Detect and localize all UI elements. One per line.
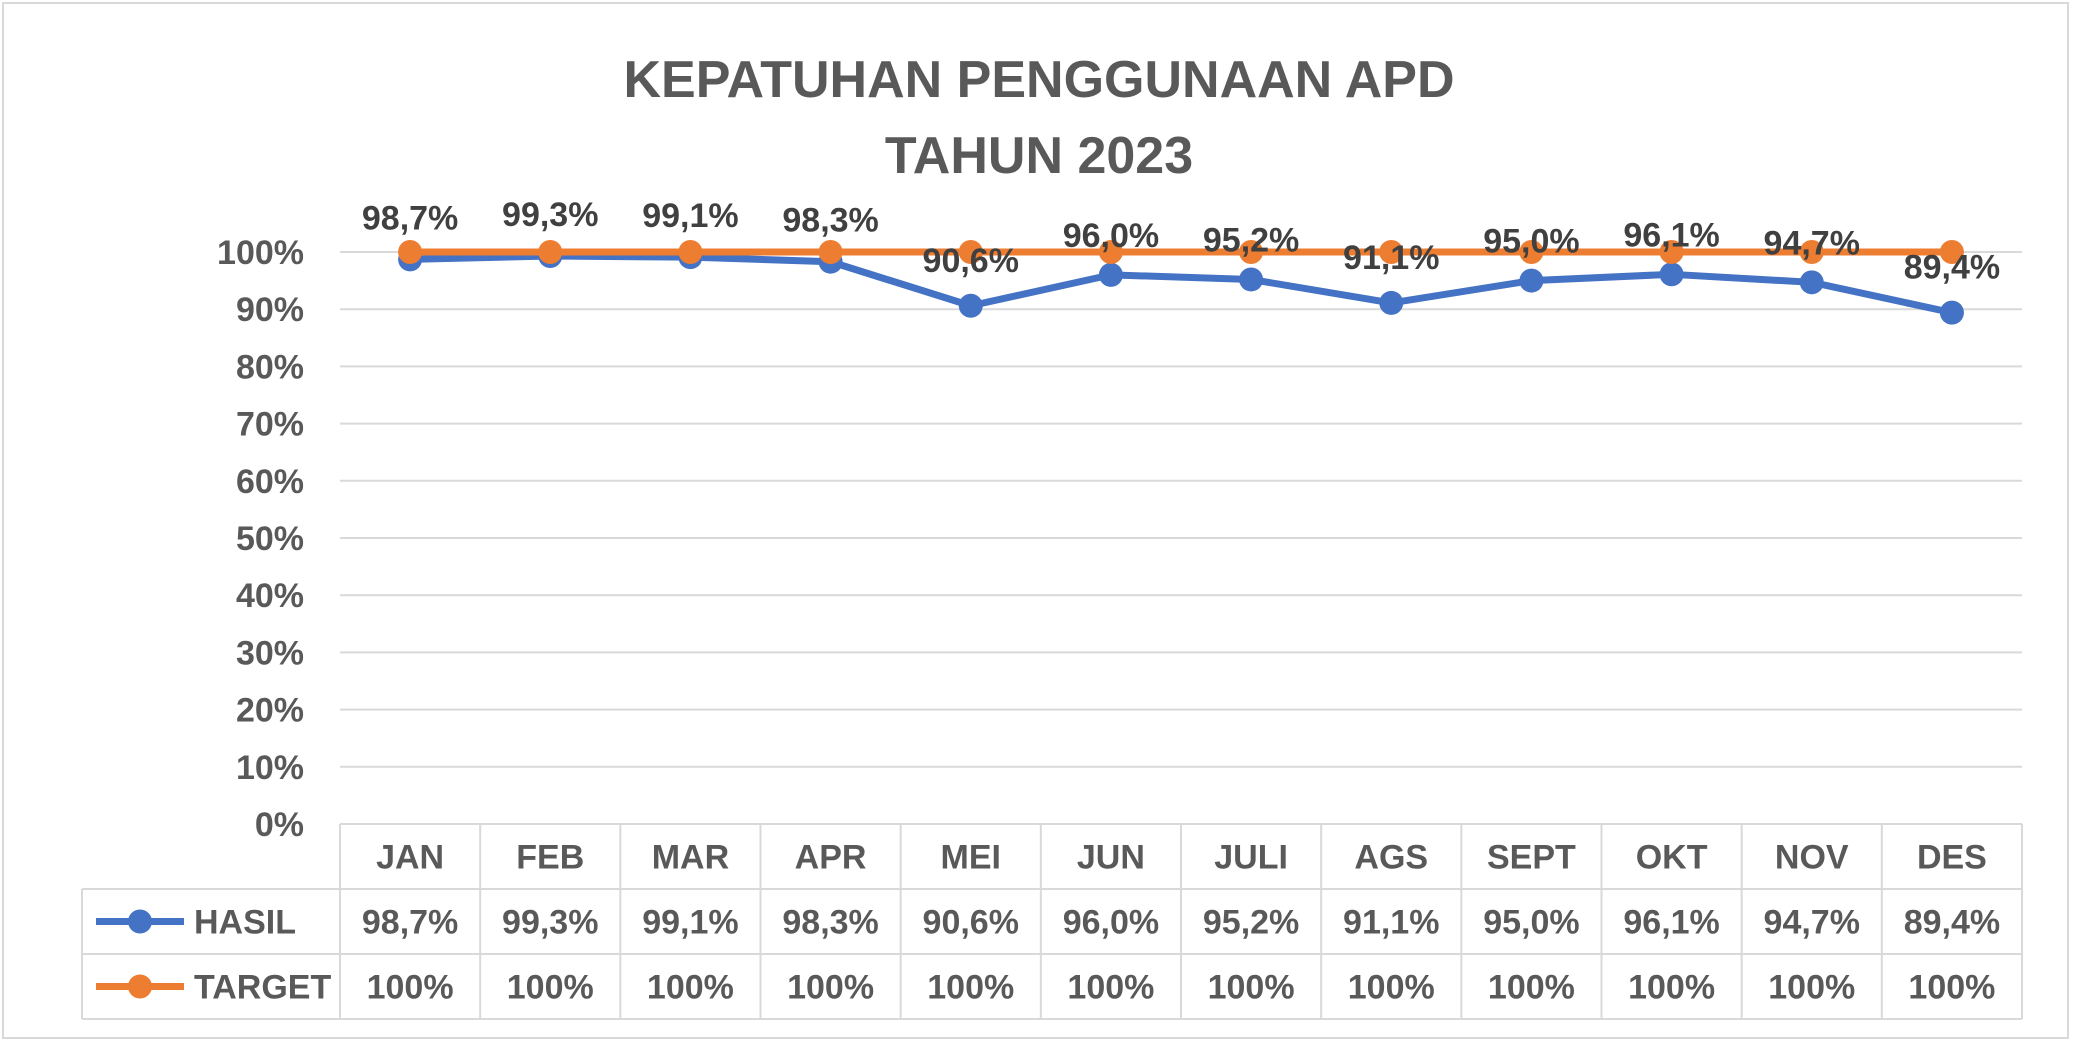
data-label-hasil: 91,1% <box>1343 239 1439 277</box>
table-cell: 99,1% <box>642 904 738 942</box>
table-cell: 100% <box>1628 969 1715 1007</box>
x-tick-label: JUN <box>1077 839 1145 877</box>
chart-title: KEPATUHAN PENGGUNAAN APD TAHUN 2023 <box>623 51 1454 185</box>
point-hasil <box>1799 270 1824 295</box>
point-target <box>1239 240 1264 264</box>
point-target <box>1799 240 1824 264</box>
data-label-hasil: 95,2% <box>1203 221 1299 259</box>
table-cell: 100% <box>647 969 734 1007</box>
legend-label-target: TARGET <box>194 969 331 1007</box>
point-target <box>538 240 563 264</box>
series-line-hasil <box>409 252 1953 317</box>
y-tick-label: 70% <box>236 406 304 444</box>
point-target <box>818 240 843 264</box>
table-cell: 94,7% <box>1764 904 1860 942</box>
point-hasil <box>1379 290 1404 315</box>
table-cell: 98,7% <box>362 904 458 942</box>
x-tick-label: AGS <box>1354 839 1428 877</box>
data-label-hasil: 98,3% <box>782 202 878 240</box>
table-cell: 100% <box>507 969 594 1007</box>
data-label-hasil: 98,7% <box>362 199 458 237</box>
y-tick-label: 90% <box>236 291 304 329</box>
point-target <box>398 240 423 264</box>
x-tick-label: MAR <box>652 839 729 877</box>
y-tick-label: 100% <box>217 234 304 272</box>
data-label-hasil: 99,3% <box>502 196 598 234</box>
x-tick-label: SEPT <box>1487 839 1576 877</box>
x-tick-label: JAN <box>376 839 444 877</box>
y-tick-label: 60% <box>236 463 304 501</box>
x-tick-label: NOV <box>1775 839 1849 877</box>
y-axis-ticks: 0% 10% 20% 30% 40% 50% 60% 70% 80% 90% 100% <box>217 234 304 844</box>
table-cell: 100% <box>1348 969 1435 1007</box>
table-cell: 95,2% <box>1203 904 1299 942</box>
series-lines <box>398 240 1964 325</box>
table-cell: 100% <box>1768 969 1855 1007</box>
table-cell: 96,1% <box>1623 904 1719 942</box>
x-tick-label: FEB <box>516 839 584 877</box>
x-tick-label: MEI <box>941 839 1001 877</box>
data-table: JAN FEB MAR APR MEI JUN JULI AGS SEPT OKT NOV DES HA… <box>81 823 2023 1020</box>
table-cell: 99,3% <box>502 904 598 942</box>
table-cell: 100% <box>1488 969 1575 1007</box>
point-hasil <box>1239 267 1264 292</box>
table-cell: 100% <box>927 969 1014 1007</box>
x-tick-label: APR <box>795 839 867 877</box>
y-tick-label: 0% <box>255 806 304 844</box>
data-label-hasil: 96,0% <box>1063 217 1159 255</box>
point-hasil <box>1939 300 1964 325</box>
y-tick-label: 30% <box>236 634 304 672</box>
data-label-hasil: 94,7% <box>1764 224 1860 262</box>
point-target <box>1519 240 1544 264</box>
data-label-hasil: 99,1% <box>642 197 738 235</box>
point-hasil <box>1659 262 1684 287</box>
data-labels: 98,7% 99,3% 99,1% 98,3% 90,6% 96,0% 95,2% 91,1%… <box>362 196 2000 287</box>
data-label-hasil: 95,0% <box>1483 223 1579 261</box>
point-hasil <box>1098 262 1123 287</box>
point-hasil <box>1519 268 1544 293</box>
y-tick-label: 80% <box>236 348 304 386</box>
chart-title-line-2: TAHUN 2023 <box>885 127 1193 185</box>
y-tick-label: 50% <box>236 520 304 558</box>
data-label-hasil: 90,6% <box>923 242 1019 280</box>
point-target <box>1939 240 1964 264</box>
chart-title-line-1: KEPATUHAN PENGGUNAAN APD <box>623 51 1454 109</box>
point-hasil <box>958 293 983 318</box>
x-tick-label: DES <box>1917 839 1987 877</box>
point-target <box>678 240 703 264</box>
point-target <box>958 240 983 264</box>
table-cell: 100% <box>1908 969 1995 1007</box>
table-cell: 95,0% <box>1483 904 1579 942</box>
point-target <box>1659 240 1684 264</box>
chart-svg: KEPATUHAN PENGGUNAAN APD TAHUN 2023 0% 10%… <box>81 51 2023 1020</box>
table-cell: 100% <box>787 969 874 1007</box>
table-cell: 98,3% <box>782 904 878 942</box>
table-cell: 100% <box>1208 969 1295 1007</box>
point-target <box>1379 240 1404 264</box>
legend-label-hasil: HASIL <box>194 904 296 942</box>
point-target <box>1098 240 1123 264</box>
legend-marker-target <box>128 974 152 999</box>
table-cell: 100% <box>367 969 454 1007</box>
y-tick-label: 10% <box>236 749 304 787</box>
table-cell: 89,4% <box>1904 904 2000 942</box>
legend-marker-hasil <box>128 909 152 934</box>
table-cell: 100% <box>1067 969 1154 1007</box>
y-tick-label: 20% <box>236 692 304 730</box>
table-cell: 90,6% <box>923 904 1019 942</box>
table-cell: 96,0% <box>1063 904 1159 942</box>
data-label-hasil: 89,4% <box>1904 249 2000 287</box>
data-label-hasil: 96,1% <box>1623 216 1719 254</box>
grid-lines <box>340 251 2022 768</box>
x-tick-label: JULI <box>1214 839 1288 877</box>
x-tick-label: OKT <box>1636 839 1708 877</box>
y-tick-label: 40% <box>236 577 304 615</box>
table-cell: 91,1% <box>1343 904 1439 942</box>
